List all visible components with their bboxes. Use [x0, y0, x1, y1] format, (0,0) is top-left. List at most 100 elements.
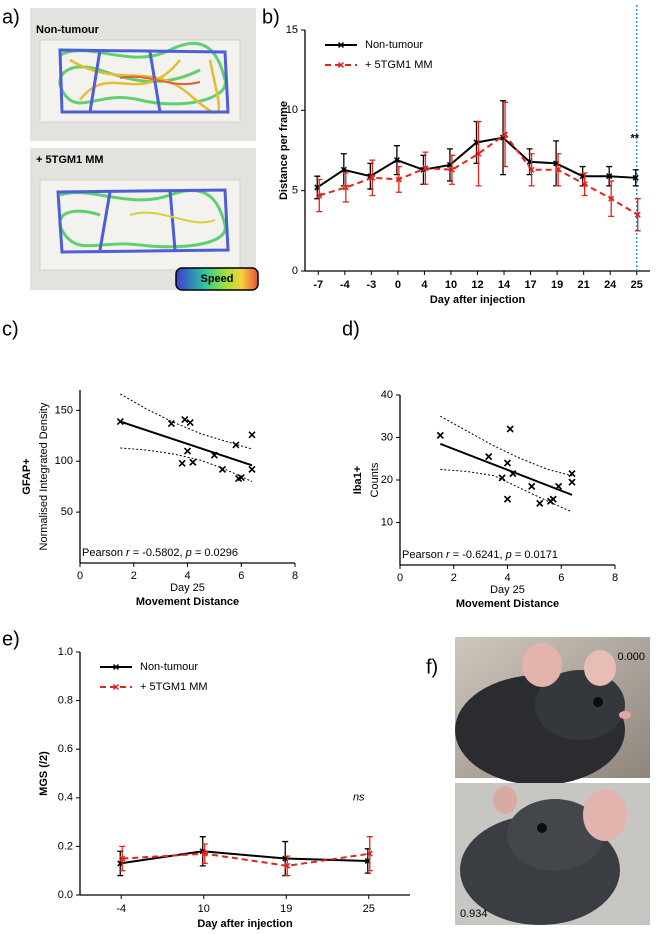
point: [498, 474, 506, 482]
x-tick-label: -4: [340, 279, 351, 291]
point: [554, 482, 563, 490]
point: [549, 495, 557, 503]
fit-line: [439, 442, 573, 496]
x-tick-label: 6: [558, 572, 564, 584]
annotation: ns: [353, 792, 365, 804]
point: [608, 195, 615, 202]
point: [509, 470, 517, 478]
stat-text-part: = 0.0296: [192, 547, 238, 559]
panel-label: b): [262, 6, 280, 28]
point: [606, 173, 613, 180]
x-tick-label: 19: [551, 279, 563, 291]
stat-text-part: p: [185, 547, 192, 559]
point: [237, 473, 245, 482]
point: [393, 157, 400, 164]
x-tick-label: 19: [280, 903, 292, 915]
point: [395, 176, 402, 183]
point: [340, 166, 347, 173]
y-axis-label: MGS (/2): [38, 751, 50, 796]
point: [284, 862, 291, 869]
image-label: Non-tumour: [36, 24, 100, 36]
y-tick-label: 10: [381, 516, 393, 528]
x-tick-label: 0: [77, 570, 83, 582]
point: [183, 447, 192, 455]
point: [555, 166, 562, 173]
point: [178, 459, 186, 467]
image-label: + 5TGM1 MM: [36, 154, 104, 166]
y-tick-label: 20: [381, 474, 393, 486]
x-tick-label: 0: [395, 279, 401, 291]
y-tick-label: 150: [55, 404, 73, 416]
point: [581, 181, 588, 188]
x-tick-label: 17: [524, 279, 536, 291]
image-label: 0.000: [617, 651, 645, 663]
stat-text-part: = -0.5802,: [130, 547, 186, 559]
stat-text-part: Pearson: [82, 547, 126, 559]
x-tick-label: 2: [131, 570, 137, 582]
series: [316, 101, 641, 232]
panel-label: f): [426, 656, 438, 678]
y-axis-label: GFAP+: [21, 458, 33, 494]
x-tick-label: 8: [612, 572, 618, 584]
point: [119, 855, 126, 862]
x-tick-label: 8: [292, 570, 298, 582]
confidence-band: [440, 415, 573, 477]
point: [503, 495, 512, 503]
point: [528, 482, 536, 490]
mouse-photo: [455, 637, 650, 785]
x-tick-label: -7: [313, 279, 323, 291]
point: [366, 850, 373, 857]
x-axis-label: Day after injection: [430, 294, 526, 306]
point: [316, 192, 323, 199]
point: [634, 211, 641, 218]
stat-text-part: r: [126, 547, 131, 559]
annotation: **: [630, 132, 639, 144]
point: [475, 150, 482, 157]
x-tick-label: 25: [363, 903, 375, 915]
point: [189, 458, 197, 466]
y-axis-sublabel: Counts: [369, 462, 381, 497]
y-tick-label: 30: [381, 431, 393, 443]
y-tick-label: 0.8: [58, 695, 73, 707]
x-tick-label: 10: [445, 279, 457, 291]
y-tick-label: 10: [286, 104, 298, 116]
confidence-band: [440, 468, 573, 513]
x-axis-label: Movement Distance: [456, 598, 559, 610]
x-axis-label: Movement Distance: [136, 596, 239, 608]
y-axis-sublabel: Normalised Integrated Density: [38, 402, 50, 550]
point: [536, 499, 544, 507]
image-label: 0.934: [460, 908, 488, 920]
point: [116, 417, 124, 426]
point: [186, 418, 194, 427]
x-tick-label: -4: [116, 903, 126, 915]
point: [232, 441, 240, 449]
point: [167, 420, 175, 428]
point: [436, 431, 444, 439]
stat-text-part: = -0.6241,: [450, 549, 506, 561]
panel-label: d): [342, 318, 360, 340]
x-tick-label: 14: [498, 279, 511, 291]
series: [314, 100, 639, 200]
x-axis-label-top: Day 25: [490, 584, 525, 596]
point: [369, 174, 376, 181]
point: [248, 431, 256, 439]
y-tick-label: 40: [381, 389, 393, 401]
x-tick-label: 4: [421, 279, 428, 291]
panel-label: c): [2, 318, 19, 340]
legend-marker: [337, 61, 345, 69]
point: [502, 131, 509, 138]
y-axis-label: Iba1+: [352, 466, 364, 494]
legend-label: Non-tumour: [140, 661, 198, 673]
legend-label: + 5TGM1 MM: [140, 681, 208, 693]
stat-text-part: = 0.0171: [512, 549, 558, 561]
x-tick-label: 4: [504, 572, 510, 584]
point: [422, 165, 429, 172]
y-axis-label: Distance per frame: [278, 101, 290, 200]
x-tick-label: 25: [631, 279, 643, 291]
y-tick-label: 0.2: [58, 840, 73, 852]
y-tick-label: 0.6: [58, 743, 73, 755]
series-line: [122, 852, 370, 867]
stat-text-part: r: [446, 549, 451, 561]
x-tick-label: 0: [397, 572, 403, 584]
